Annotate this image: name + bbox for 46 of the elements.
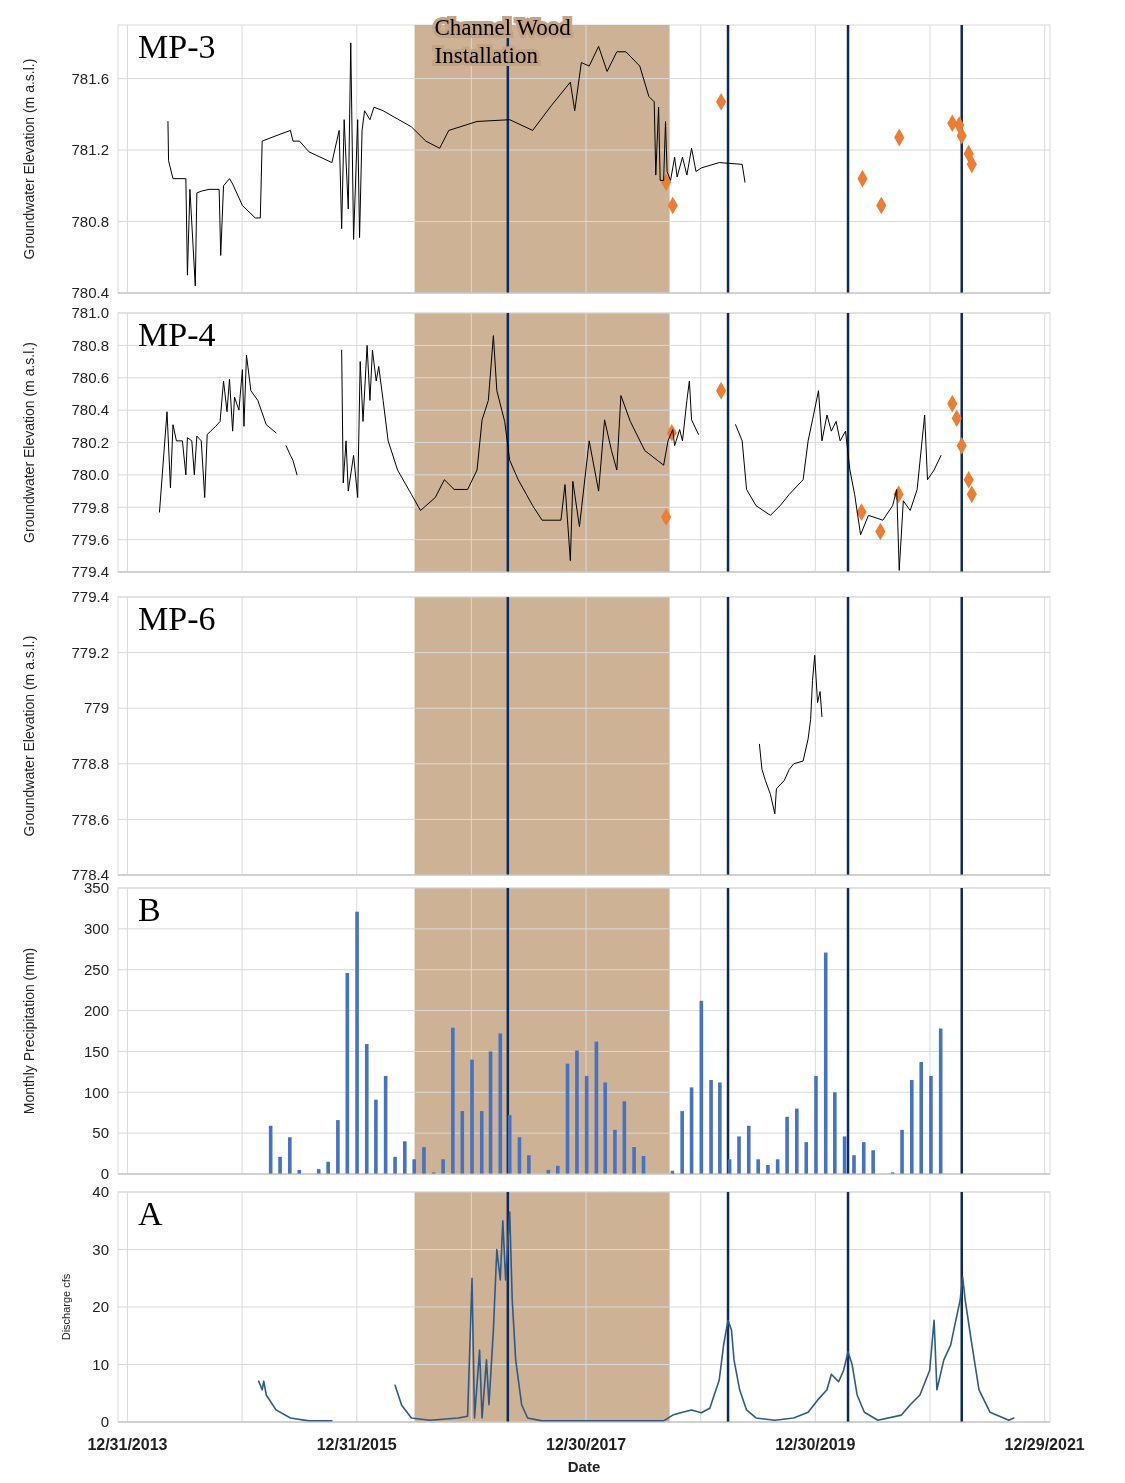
x-axis-title: Date xyxy=(567,1458,601,1475)
y-tick-label: 779.8 xyxy=(71,498,109,516)
x-tick-label: 12/30/2017 xyxy=(546,1436,627,1453)
y-tick-label: 778.8 xyxy=(71,755,109,773)
y-tick-label: 779.2 xyxy=(71,643,109,661)
chart-title: MP-3 xyxy=(138,28,216,65)
y-tick-label: 300 xyxy=(83,920,109,938)
y-tick-label: 50 xyxy=(92,1124,109,1142)
y-axis-title: Discharge cfs xyxy=(60,1273,72,1341)
x-tick-label: 12/31/2013 xyxy=(87,1436,168,1453)
y-tick-label: 780.2 xyxy=(71,433,109,451)
y-tick-label: 780.0 xyxy=(71,466,109,484)
y-axis-title: Groundwater Elevation (m a.s.l.) xyxy=(21,635,37,837)
y-tick-label: 780.8 xyxy=(71,336,109,354)
y-tick-label: 781.2 xyxy=(71,141,109,159)
chart-title: A xyxy=(138,1195,163,1232)
y-tick-label: 20 xyxy=(92,1298,109,1316)
y-tick-label: 779.4 xyxy=(71,588,109,606)
y-axis-title: Monthly Precipitation (mm) xyxy=(21,947,37,1115)
y-tick-label: 780.4 xyxy=(71,401,109,419)
y-tick-label: 100 xyxy=(83,1083,109,1101)
y-tick-label: 780.8 xyxy=(71,212,109,230)
y-tick-label: 0 xyxy=(100,1413,109,1431)
y-tick-label: 250 xyxy=(83,960,109,978)
y-tick-label: 779 xyxy=(83,699,109,717)
x-tick-label: 12/31/2015 xyxy=(316,1436,397,1453)
y-tick-label: 781.0 xyxy=(71,304,109,322)
y-tick-label: 779.4 xyxy=(71,563,109,581)
y-tick-label: 200 xyxy=(83,1001,109,1019)
y-tick-label: 780.4 xyxy=(71,284,109,302)
y-axis-title: Groundwater Elevation (m a.s.l.) xyxy=(21,342,37,543)
x-tick-label: 12/30/2019 xyxy=(775,1436,856,1453)
y-tick-label: 0 xyxy=(100,1165,109,1183)
chart-title: MP-4 xyxy=(138,316,216,353)
chart-title: MP-6 xyxy=(138,600,216,637)
y-tick-label: 150 xyxy=(83,1042,109,1060)
x-tick-label: 12/29/2021 xyxy=(1004,1436,1085,1453)
y-tick-label: 40 xyxy=(92,1183,109,1201)
chart-title: B xyxy=(138,891,161,928)
y-tick-label: 780.6 xyxy=(71,369,109,386)
y-tick-label: 30 xyxy=(92,1240,109,1258)
y-tick-label: 781.6 xyxy=(71,69,109,87)
y-tick-label: 779.6 xyxy=(71,530,109,548)
y-tick-label: 10 xyxy=(92,1355,109,1373)
y-axis-title: Groundwater Elevation (m a.s.l.) xyxy=(21,58,37,260)
y-tick-label: 778.6 xyxy=(71,810,109,828)
